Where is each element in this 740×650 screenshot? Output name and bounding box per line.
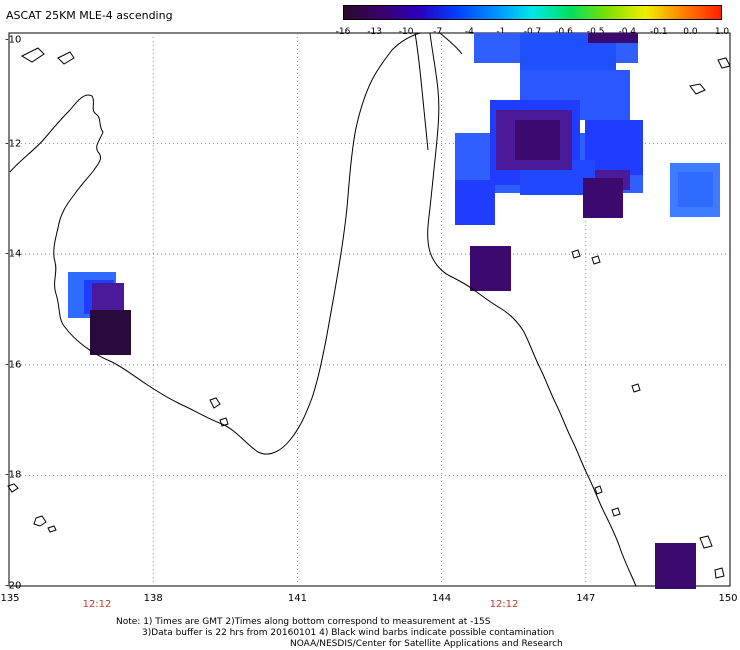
- longitude-label: 147: [576, 593, 596, 604]
- note-line-2: 3)Data buffer is 22 hrs from 20160101 4)…: [142, 628, 555, 638]
- note-line-3: NOAA/NESDIS/Center for Satellite Applica…: [290, 639, 563, 649]
- data-cell: [515, 120, 560, 160]
- latitude-label: -20: [5, 580, 22, 592]
- data-cell: [470, 246, 511, 291]
- colorbar-label: -7: [433, 27, 443, 37]
- data-cell: [655, 543, 696, 589]
- latitude-label: -10: [5, 34, 22, 46]
- colorbar-label: 1.0: [714, 27, 730, 37]
- longitude-label: 150: [718, 593, 738, 604]
- data-cell: [678, 172, 713, 207]
- map-title: ASCAT 25KM MLE-4 ascending: [6, 9, 173, 22]
- colorbar-label: -0.6: [555, 27, 573, 37]
- colorbar-label: -1: [496, 27, 506, 37]
- data-cell: [90, 310, 131, 355]
- time-label: 12:12: [82, 599, 112, 610]
- wind-data-cells: [68, 33, 720, 589]
- coastline: [7, 32, 731, 587]
- colorbar: [343, 5, 722, 20]
- colorbar-label: -0.4: [618, 27, 637, 37]
- colorbar-label: -13: [367, 27, 382, 37]
- time-label: 12:12: [489, 599, 519, 610]
- longitude-label: 141: [287, 593, 307, 604]
- colorbar-label: -4: [464, 27, 474, 37]
- colorbar-label: -0.1: [650, 27, 668, 37]
- map-frame: [8, 32, 731, 587]
- longitude-label: 144: [432, 593, 452, 604]
- note-line-1: Note: 1) Times are GMT 2)Times along bot…: [116, 617, 491, 627]
- colorbar-label: -0.7: [523, 27, 542, 37]
- longitude-label: 135: [0, 593, 20, 604]
- data-cell: [455, 180, 495, 225]
- data-cell: [588, 33, 610, 43]
- data-cell: [583, 178, 623, 218]
- latitude-label: -16: [5, 359, 22, 371]
- colorbar-label: -0.5: [586, 27, 605, 37]
- data-cell: [610, 33, 638, 43]
- colorbar-label: -10: [398, 27, 414, 37]
- colorbar-label: -16: [335, 27, 351, 37]
- colorbar-label: 0.0: [683, 27, 698, 37]
- latitude-label: -18: [5, 469, 22, 481]
- latitude-label: -14: [5, 248, 22, 260]
- latitude-label: -12: [5, 138, 22, 150]
- longitude-label: 138: [143, 593, 163, 604]
